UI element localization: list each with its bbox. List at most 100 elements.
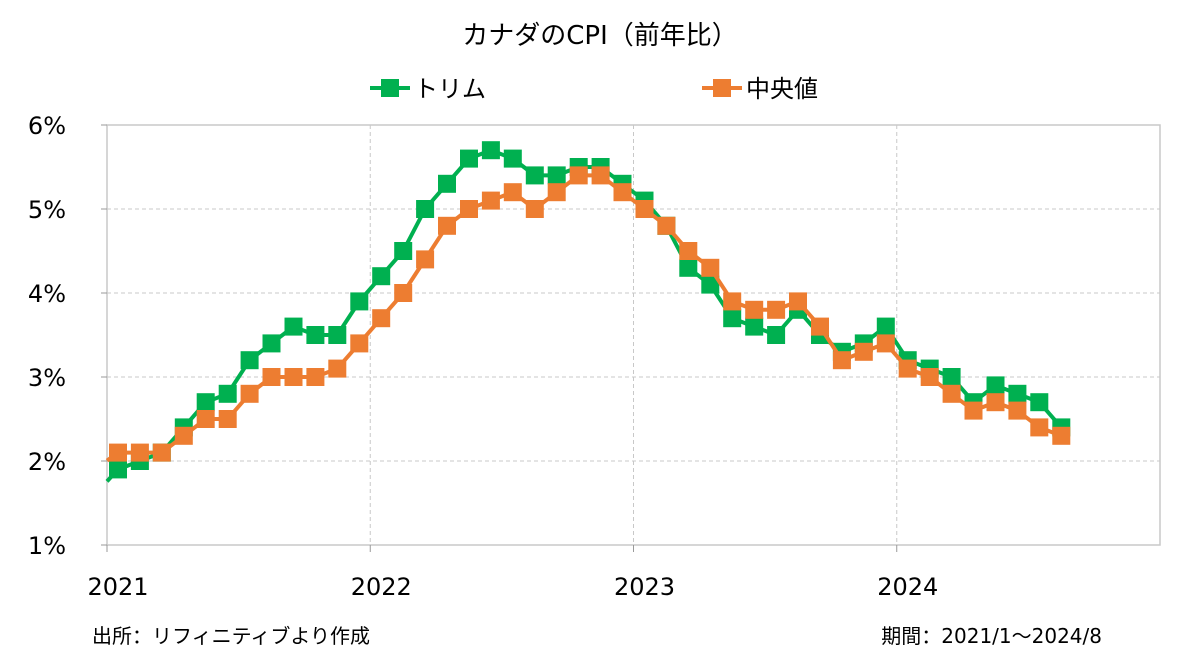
data-point bbox=[306, 326, 325, 344]
data-point bbox=[438, 216, 456, 235]
x-tick-label: 2022 bbox=[351, 573, 412, 601]
x-tick-label: 2021 bbox=[87, 573, 148, 601]
y-tick-label: 3% bbox=[28, 364, 66, 392]
data-point bbox=[328, 359, 347, 378]
data-point bbox=[547, 183, 566, 202]
series-trim bbox=[105, 141, 1071, 483]
data-point bbox=[394, 284, 413, 302]
chart-title: カナダのCPI（前年比） bbox=[462, 21, 738, 51]
series-layer bbox=[105, 141, 1071, 483]
data-point bbox=[898, 359, 917, 378]
data-point bbox=[942, 368, 961, 386]
data-point bbox=[1030, 418, 1049, 437]
period-note: 期間：2021/1～2024/8 bbox=[881, 624, 1102, 648]
data-point bbox=[920, 368, 939, 386]
data-point bbox=[109, 460, 127, 479]
data-point bbox=[218, 384, 237, 403]
data-point bbox=[284, 368, 303, 386]
legend-label-median: 中央値 bbox=[746, 75, 818, 103]
data-point bbox=[613, 183, 632, 202]
data-point bbox=[942, 384, 961, 403]
data-point bbox=[284, 317, 303, 336]
data-point bbox=[811, 317, 829, 336]
data-point bbox=[569, 166, 588, 185]
data-point bbox=[525, 200, 544, 218]
data-point bbox=[723, 292, 742, 311]
data-point bbox=[679, 258, 698, 277]
data-point bbox=[372, 267, 391, 286]
data-point bbox=[174, 426, 193, 445]
legend-item-trim: トリム bbox=[370, 75, 486, 103]
data-point bbox=[964, 401, 983, 420]
series-line bbox=[105, 173, 1063, 463]
data-point bbox=[525, 166, 544, 185]
data-point bbox=[789, 292, 807, 311]
legend-label-trim: トリム bbox=[414, 75, 486, 103]
series-median bbox=[105, 166, 1071, 463]
x-axis-ticks: 2021 2022 2023 2024 bbox=[87, 545, 938, 601]
data-point bbox=[460, 149, 478, 168]
source-note: 出所：リフィニティブより作成 bbox=[92, 624, 370, 648]
data-point bbox=[152, 443, 171, 462]
data-point bbox=[547, 166, 566, 185]
data-point bbox=[109, 443, 127, 462]
legend-item-median: 中央値 bbox=[702, 75, 818, 103]
y-tick-label: 4% bbox=[28, 280, 66, 308]
data-point bbox=[262, 368, 281, 386]
data-point bbox=[503, 183, 522, 202]
x-tick-label: 2023 bbox=[614, 573, 675, 601]
data-point bbox=[657, 216, 676, 235]
data-point bbox=[218, 410, 237, 428]
data-point bbox=[503, 149, 522, 168]
data-point bbox=[350, 334, 369, 353]
data-point bbox=[876, 317, 895, 336]
data-point bbox=[416, 250, 435, 269]
data-point bbox=[767, 326, 786, 344]
data-point bbox=[745, 317, 764, 336]
series-line bbox=[105, 148, 1063, 483]
legend-marker-median bbox=[713, 79, 731, 97]
data-point bbox=[745, 300, 764, 319]
data-point bbox=[328, 326, 347, 344]
data-point bbox=[196, 410, 215, 428]
data-point bbox=[481, 141, 500, 160]
data-point bbox=[240, 384, 259, 403]
data-point bbox=[986, 393, 1005, 412]
data-point bbox=[460, 200, 478, 218]
data-point bbox=[1052, 426, 1071, 445]
data-point bbox=[438, 174, 456, 193]
data-point bbox=[701, 275, 720, 294]
data-point bbox=[262, 334, 281, 353]
data-point bbox=[986, 376, 1005, 395]
y-tick-label: 6% bbox=[28, 112, 66, 140]
y-tick-label: 2% bbox=[28, 448, 66, 476]
data-point bbox=[394, 242, 413, 260]
data-point bbox=[416, 200, 435, 218]
data-point bbox=[591, 166, 610, 185]
y-tick-label: 5% bbox=[28, 196, 66, 224]
data-point bbox=[372, 309, 391, 328]
data-point bbox=[635, 200, 654, 218]
data-point bbox=[350, 292, 369, 311]
y-axis-ticks: 1% 2% 3% 4% 5% 6% bbox=[28, 112, 107, 560]
data-point bbox=[306, 368, 325, 386]
data-point bbox=[240, 351, 259, 370]
y-tick-label: 1% bbox=[28, 532, 66, 560]
data-point bbox=[723, 309, 742, 328]
data-point bbox=[130, 443, 149, 462]
legend-marker-trim bbox=[381, 79, 399, 97]
x-tick-label: 2024 bbox=[877, 573, 938, 601]
data-point bbox=[679, 242, 698, 260]
data-point bbox=[876, 334, 895, 353]
data-point bbox=[1008, 401, 1027, 420]
data-point bbox=[767, 300, 786, 319]
data-point bbox=[196, 393, 215, 412]
data-point bbox=[1008, 384, 1027, 403]
data-point bbox=[832, 351, 851, 370]
data-point bbox=[854, 342, 873, 361]
legend: トリム 中央値 bbox=[370, 75, 818, 103]
data-point bbox=[481, 191, 500, 210]
data-point bbox=[701, 258, 720, 277]
data-point bbox=[1030, 393, 1049, 412]
